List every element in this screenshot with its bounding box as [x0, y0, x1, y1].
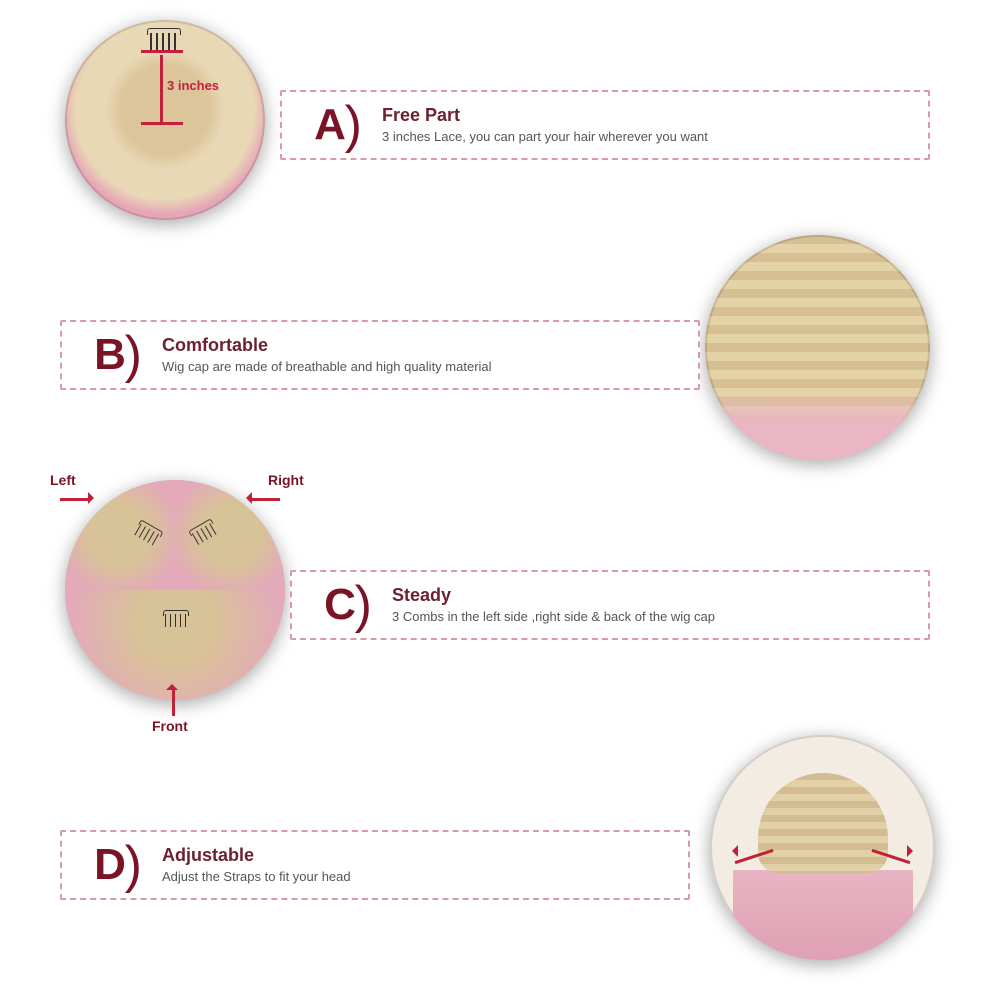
feature-b-desc: Wig cap are made of breathable and high … [162, 358, 492, 376]
label-front: Front [152, 718, 188, 734]
letter-c: C [324, 583, 356, 627]
feature-a-title: Free Part [382, 105, 708, 126]
feature-d-image [710, 735, 935, 960]
feature-d-bar: D ) Adjustable Adjust the Straps to fit … [60, 830, 690, 900]
comb-icon [163, 610, 187, 628]
feature-a-image: 3 inches [65, 20, 265, 220]
letter-badge-a: A ) [302, 97, 358, 153]
feature-a-desc: 3 inches Lace, you can part your hair wh… [382, 128, 708, 146]
feature-a-text: Free Part 3 inches Lace, you can part yo… [382, 105, 708, 146]
feature-b-title: Comfortable [162, 335, 492, 356]
feature-b-image [705, 235, 930, 460]
letter-badge-b: B ) [82, 327, 138, 383]
comb-icon [132, 519, 162, 547]
feature-d-title: Adjustable [162, 845, 351, 866]
label-left: Left [50, 472, 76, 488]
comb-icon [188, 519, 218, 547]
feature-c-title: Steady [392, 585, 715, 606]
letter-a: A [314, 103, 346, 147]
feature-b-bar: B ) Comfortable Wig cap are made of brea… [60, 320, 700, 390]
letter-b: B [94, 333, 126, 377]
feature-c-bar: C ) Steady 3 Combs in the left side ,rig… [290, 570, 930, 640]
letter-badge-d: D ) [82, 837, 138, 893]
feature-d-desc: Adjust the Straps to fit your head [162, 868, 351, 886]
feature-b-text: Comfortable Wig cap are made of breathab… [162, 335, 492, 376]
measurement-label: 3 inches [167, 78, 219, 93]
letter-badge-c: C ) [312, 577, 368, 633]
feature-c-text: Steady 3 Combs in the left side ,right s… [392, 585, 715, 626]
feature-d-text: Adjustable Adjust the Straps to fit your… [162, 845, 351, 886]
feature-c-desc: 3 Combs in the left side ,right side & b… [392, 608, 715, 626]
letter-d: D [94, 843, 126, 887]
feature-c-image [65, 480, 285, 700]
label-right: Right [268, 472, 304, 488]
feature-a-bar: A ) Free Part 3 inches Lace, you can par… [280, 90, 930, 160]
